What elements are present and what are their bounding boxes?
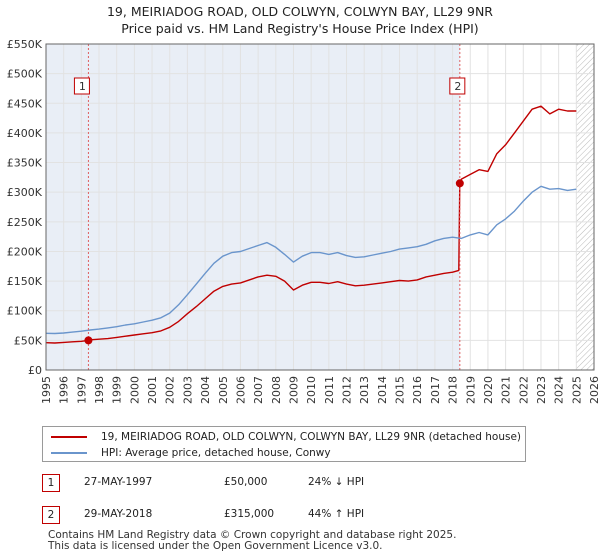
x-tick-label: 2015 <box>394 376 407 404</box>
y-tick-label: £300K <box>7 186 43 199</box>
x-tick-label: 2008 <box>270 376 283 404</box>
x-tick-label: 2020 <box>482 376 495 404</box>
forecast-region <box>576 44 594 370</box>
x-tick-label: 2026 <box>588 376 600 404</box>
x-tick-label: 2013 <box>358 376 371 404</box>
chart-subtitle: Price paid vs. HM Land Registry's House … <box>121 21 479 36</box>
legend-label-property: 19, MEIRIADOG ROAD, OLD COLWYN, COLWYN B… <box>101 431 522 443</box>
x-tick-label: 2021 <box>500 376 513 404</box>
x-tick-label: 2019 <box>464 376 477 404</box>
sale-badge <box>73 77 90 95</box>
x-tick-label: 2010 <box>305 376 318 404</box>
legend-swatch-property <box>51 436 87 438</box>
sale-point <box>84 336 93 345</box>
x-tick-label: 2000 <box>128 376 141 404</box>
footer-line: Contains HM Land Registry data © Crown c… <box>48 529 457 541</box>
legend-swatch-hpi <box>51 452 87 454</box>
chart-title-block: 19, MEIRIADOG ROAD, OLD COLWYN, COLWYN B… <box>0 3 600 37</box>
sale-badge-label: 1 <box>79 80 86 93</box>
y-tick-label: £500K <box>7 68 43 81</box>
x-tick-label: 1995 <box>40 376 53 404</box>
footer-attribution: Contains HM Land Registry data © Crown c… <box>48 530 456 552</box>
x-tick-label: 2012 <box>341 376 354 404</box>
x-tick-label: 2016 <box>411 376 424 404</box>
y-tick-label: £0 <box>28 364 42 377</box>
x-tick-label: 2004 <box>199 376 212 404</box>
y-tick-label: £250K <box>7 216 43 229</box>
x-tick-label: 1997 <box>75 376 88 404</box>
sale-price: £50,000 <box>224 476 268 488</box>
sale-point <box>455 179 464 188</box>
x-tick-label: 2006 <box>234 376 247 404</box>
sale-hpi-change: 24% ↓ HPI <box>308 476 365 488</box>
sale-number-badge: 1 <box>42 474 60 492</box>
x-tick-label: 2023 <box>535 376 548 404</box>
chart-title: 19, MEIRIADOG ROAD, OLD COLWYN, COLWYN B… <box>106 4 493 19</box>
sale-badge <box>449 77 466 95</box>
x-tick-label: 1999 <box>111 376 124 404</box>
y-tick-label: £350K <box>7 157 43 170</box>
plot-frame <box>45 43 595 371</box>
x-tick-label: 2009 <box>287 376 300 404</box>
x-tick-label: 2002 <box>164 376 177 404</box>
background-layer <box>46 44 594 370</box>
x-tick-label: 2018 <box>447 376 460 404</box>
x-tick-label: 1996 <box>58 376 71 404</box>
y-tick-label: £50K <box>14 334 43 347</box>
sale-date: 27-MAY-1997 <box>84 476 153 488</box>
sale-date: 29-MAY-2018 <box>84 508 153 520</box>
series-line-hpi <box>45 185 577 335</box>
y-tick-label: £200K <box>7 245 43 258</box>
axis-layer: £0 £50K £100K £150K £200K £250K £300K £350K £400… <box>7 38 600 404</box>
x-tick-label: 2024 <box>553 376 566 404</box>
y-tick-label: £150K <box>7 275 43 288</box>
x-tick-label: 2017 <box>429 376 442 404</box>
x-tick-label: 2014 <box>376 376 389 404</box>
sale-badge-label: 2 <box>454 80 461 93</box>
x-tick-label: 2007 <box>252 376 265 404</box>
sale-hpi-change: 44% ↑ HPI <box>308 508 365 520</box>
legend-item-property: 19, MEIRIADOG ROAD, OLD COLWYN, COLWYN B… <box>51 429 521 445</box>
y-tick-label: £100K <box>7 305 43 318</box>
sale-number-badge: 2 <box>42 506 60 524</box>
sale-price: £315,000 <box>224 508 275 520</box>
x-tick-label: 2022 <box>517 376 530 404</box>
x-tick-label: 2005 <box>217 376 230 404</box>
y-tick-label: £450K <box>7 97 43 110</box>
legend: 19, MEIRIADOG ROAD, OLD COLWYN, COLWYN B… <box>42 426 526 462</box>
x-tick-label: 2011 <box>323 376 336 404</box>
y-tick-label: £400K <box>7 127 43 140</box>
x-tick-label: 2001 <box>146 376 159 404</box>
footer-line: This data is licensed under the Open Gov… <box>48 540 383 552</box>
x-tick-label: 2003 <box>181 376 194 404</box>
series-line-property <box>45 105 577 344</box>
legend-item-hpi: HPI: Average price, detached house, Conw… <box>51 445 331 461</box>
y-tick-label: £550K <box>7 38 43 51</box>
legend-label-hpi: HPI: Average price, detached house, Conw… <box>101 447 331 459</box>
x-tick-label: 2025 <box>570 376 583 404</box>
series-layer <box>45 105 577 344</box>
x-tick-label: 1998 <box>93 376 106 404</box>
ownership-highlight <box>46 44 460 370</box>
